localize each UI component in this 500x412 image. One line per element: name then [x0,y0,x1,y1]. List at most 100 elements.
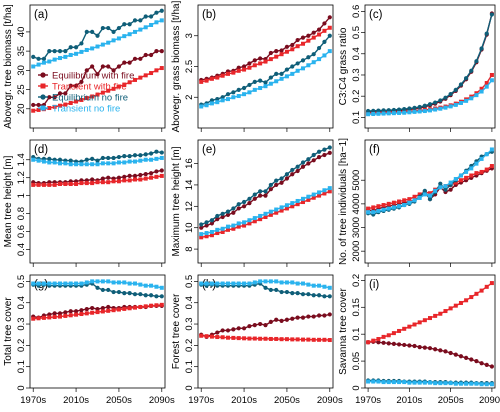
data-point [311,337,316,342]
x-tick-label: 2090s [149,395,175,406]
data-point [231,335,236,340]
data-point [127,32,132,37]
y-tick-label: 40 [16,27,27,38]
data-point [68,158,73,163]
data-point [484,81,489,86]
data-point [79,97,84,102]
data-point [247,221,252,226]
data-point [279,76,284,81]
data-point [263,336,268,341]
data-point [73,45,79,50]
data-point [268,50,273,56]
series-transient-no-fire [366,78,494,117]
data-point [68,313,73,318]
data-point [247,61,252,66]
data-point [138,177,143,182]
data-point [68,52,73,57]
data-point [138,304,143,309]
data-point [138,172,143,178]
data-point [311,195,316,200]
data-point [464,175,469,180]
data-point [106,180,111,185]
y-tick-label: 0.3 [184,317,195,330]
data-point [422,345,427,350]
data-point [295,202,300,207]
data-point [143,52,148,58]
data-point [479,382,484,387]
y-tick-label: 20 [16,103,27,114]
data-point [381,203,386,208]
data-point [226,335,230,340]
data-point [327,15,332,20]
data-point [311,30,316,35]
data-point [132,18,138,23]
data-point [143,14,148,19]
data-point [220,335,225,340]
data-point [132,56,138,61]
data-point [268,212,273,217]
data-point [391,111,396,116]
data-point [484,152,489,157]
data-point [438,381,443,386]
data-point [479,288,484,293]
data-point [204,234,209,239]
data-point [220,95,225,100]
y-tick-label: 30 [16,65,27,76]
data-point [311,192,316,197]
data-point [242,281,247,286]
data-point [225,92,231,97]
data-point [31,54,36,59]
y-tick-label: 0 [351,385,362,390]
data-point [111,155,116,161]
data-point [306,161,311,166]
data-point [428,380,432,385]
data-point [268,319,273,325]
data-point [422,109,427,114]
data-point [100,309,105,314]
data-point [258,86,263,91]
data-point [116,36,121,41]
data-point [90,181,95,186]
data-point [366,206,371,211]
data-point [84,47,89,52]
data-point [464,98,469,103]
data-point [231,223,236,228]
data-point [209,233,214,238]
data-point [199,222,204,227]
y-tick-label: 8 [184,246,195,251]
data-point [215,96,220,102]
data-point [366,340,371,345]
data-point [381,111,386,116]
y-tick-label: 2 [184,95,195,100]
data-point [220,211,225,216]
plot-frame [29,274,166,389]
data-point [284,67,290,72]
data-point [458,173,463,178]
data-point [122,34,127,39]
data-point [295,198,300,203]
data-point [371,108,376,113]
data-point [226,227,230,232]
data-point [133,281,137,286]
data-point [402,326,407,331]
y-axis-title: Forest tree cover [171,293,182,369]
data-point [231,95,236,100]
data-point [306,282,311,287]
data-point [407,200,412,205]
data-point [474,171,479,176]
data-point [241,64,247,69]
data-point [433,188,438,193]
y-tick-label: 0.05 [351,352,362,371]
data-point [154,174,159,179]
data-point [132,292,138,297]
series-line [201,35,331,106]
data-point [122,280,127,285]
y-axis-title: Maximum tree height [m] [171,146,182,256]
y-axis-title: Mean tree height [m] [3,155,14,247]
y-tick-label: 0.8 [16,207,27,220]
data-point [58,314,62,319]
data-point [322,294,327,299]
data-point [84,96,89,101]
data-point [274,207,279,212]
